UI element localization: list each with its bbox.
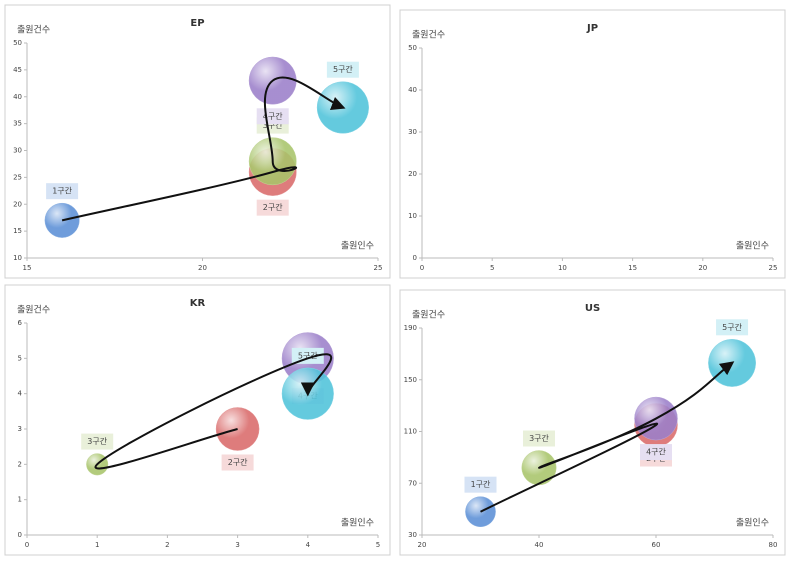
panel-frame: [4, 284, 391, 556]
label-box: [46, 183, 79, 200]
y-tick-label: 5: [18, 354, 22, 362]
bubble-label: 1구간: [471, 479, 491, 489]
x-tick-label: 40: [535, 541, 544, 549]
y-tick-label: 20: [13, 200, 22, 208]
label-box: [81, 433, 114, 450]
x-tick-label: 15: [23, 264, 32, 272]
bubble-label: 5구간: [333, 64, 353, 74]
label-box: [640, 444, 672, 461]
y-tick-label: 70: [408, 479, 417, 487]
y-tick-label: 50: [408, 44, 417, 52]
x-tick-label: 20: [198, 264, 207, 272]
y-tick-label: 30: [408, 128, 417, 136]
x-tick-label: 20: [698, 264, 707, 272]
trend-arrow: [94, 353, 333, 470]
x-axis-title: 출원인수: [736, 518, 769, 529]
bubble-label: 2구간: [228, 457, 248, 467]
y-tick-label: 150: [404, 376, 417, 384]
x-axis-title: 출원인수: [341, 241, 374, 252]
y-tick-label: 0: [413, 254, 417, 262]
y-tick-label: 190: [404, 324, 417, 332]
x-tick-label: 10: [558, 264, 567, 272]
bubble-label: 5구간: [722, 322, 742, 332]
bubble-label: 2구간: [263, 202, 283, 212]
y-tick-label: 35: [13, 120, 22, 128]
x-tick-label: 25: [374, 264, 383, 272]
panel-frame: [399, 9, 786, 279]
y-tick-label: 40: [13, 93, 22, 101]
y-tick-label: 40: [408, 86, 417, 94]
bubble-label: 3구간: [529, 433, 549, 443]
x-tick-label: 60: [652, 541, 661, 549]
y-tick-label: 1: [18, 496, 22, 504]
x-tick-label: 20: [418, 541, 427, 549]
x-tick-label: 3: [235, 541, 239, 549]
y-tick-label: 25: [13, 173, 22, 181]
y-tick-label: 2: [18, 460, 22, 468]
x-tick-label: 2: [165, 541, 169, 549]
y-tick-label: 110: [404, 428, 417, 436]
x-tick-label: 5: [376, 541, 380, 549]
bubble-label: 1구간: [52, 186, 72, 196]
bubble: [316, 81, 369, 134]
panel: US출원건수출원인수3070110150190204060801구간2구간3구간…: [399, 289, 786, 556]
label-box: [326, 61, 359, 78]
label-box: [716, 319, 749, 336]
chart-title: US: [585, 303, 600, 314]
y-tick-label: 15: [13, 227, 22, 235]
x-tick-label: 0: [25, 541, 29, 549]
label-box: [291, 347, 324, 364]
y-axis-title: 출원건수: [412, 30, 445, 41]
bubble-label: 4구간: [646, 447, 666, 457]
bubble-label: 3구간: [263, 120, 283, 130]
y-tick-label: 3: [18, 425, 22, 433]
bubble: [708, 339, 756, 387]
bubble-label: 4구간: [263, 111, 283, 121]
trend-arrow: [61, 76, 346, 222]
label-box: [464, 476, 497, 493]
x-axis-title: 출원인수: [341, 518, 374, 529]
y-tick-label: 20: [408, 170, 417, 178]
x-tick-label: 15: [628, 264, 637, 272]
y-tick-label: 45: [13, 66, 22, 74]
y-tick-label: 0: [18, 531, 22, 539]
bubble-label: 3구간: [87, 436, 107, 446]
label-box: [221, 454, 254, 471]
y-tick-label: 30: [408, 531, 417, 539]
y-tick-label: 10: [408, 212, 417, 220]
label-box: [523, 430, 555, 447]
x-tick-label: 5: [490, 264, 494, 272]
x-tick-label: 80: [769, 541, 778, 549]
label-box: [256, 199, 289, 216]
x-tick-label: 1: [95, 541, 99, 549]
y-axis-title: 출원건수: [17, 305, 50, 316]
chart-title: JP: [586, 23, 598, 34]
bubble-label: 5구간: [298, 350, 318, 360]
panel: KR출원건수출원인수01234560123452구간3구간4구간5구간: [4, 284, 391, 556]
y-axis-title: 출원건수: [412, 310, 445, 321]
y-axis-title: 출원건수: [17, 25, 50, 36]
trend-arrow: [480, 361, 735, 513]
x-axis-title: 출원인수: [736, 241, 769, 252]
x-tick-label: 0: [420, 264, 424, 272]
y-tick-label: 30: [13, 147, 22, 155]
chart-title: KR: [190, 298, 206, 309]
x-tick-label: 25: [769, 264, 778, 272]
bubble: [281, 367, 334, 420]
y-tick-label: 10: [13, 254, 22, 262]
x-tick-label: 4: [306, 541, 311, 549]
y-tick-label: 4: [18, 390, 23, 398]
chart-title: EP: [190, 18, 204, 29]
y-tick-label: 50: [13, 39, 22, 47]
y-tick-label: 6: [18, 319, 23, 327]
